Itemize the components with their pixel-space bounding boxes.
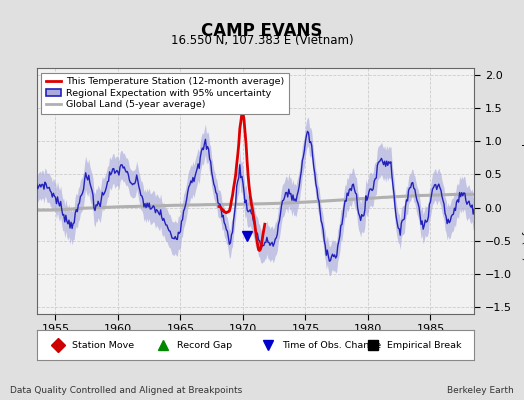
Text: 16.550 N, 107.383 E (Vietnam): 16.550 N, 107.383 E (Vietnam) — [171, 34, 353, 47]
Legend: This Temperature Station (12-month average), Regional Expectation with 95% uncer: This Temperature Station (12-month avera… — [41, 73, 289, 114]
Text: Berkeley Earth: Berkeley Earth — [447, 386, 514, 395]
Text: Empirical Break: Empirical Break — [387, 340, 461, 350]
Text: Station Move: Station Move — [72, 340, 134, 350]
Text: Data Quality Controlled and Aligned at Breakpoints: Data Quality Controlled and Aligned at B… — [10, 386, 243, 395]
Text: CAMP EVANS: CAMP EVANS — [201, 22, 323, 40]
Y-axis label: Temperature Anomaly (°C): Temperature Anomaly (°C) — [521, 122, 524, 260]
Text: Time of Obs. Change: Time of Obs. Change — [282, 340, 381, 350]
Text: Record Gap: Record Gap — [177, 340, 232, 350]
